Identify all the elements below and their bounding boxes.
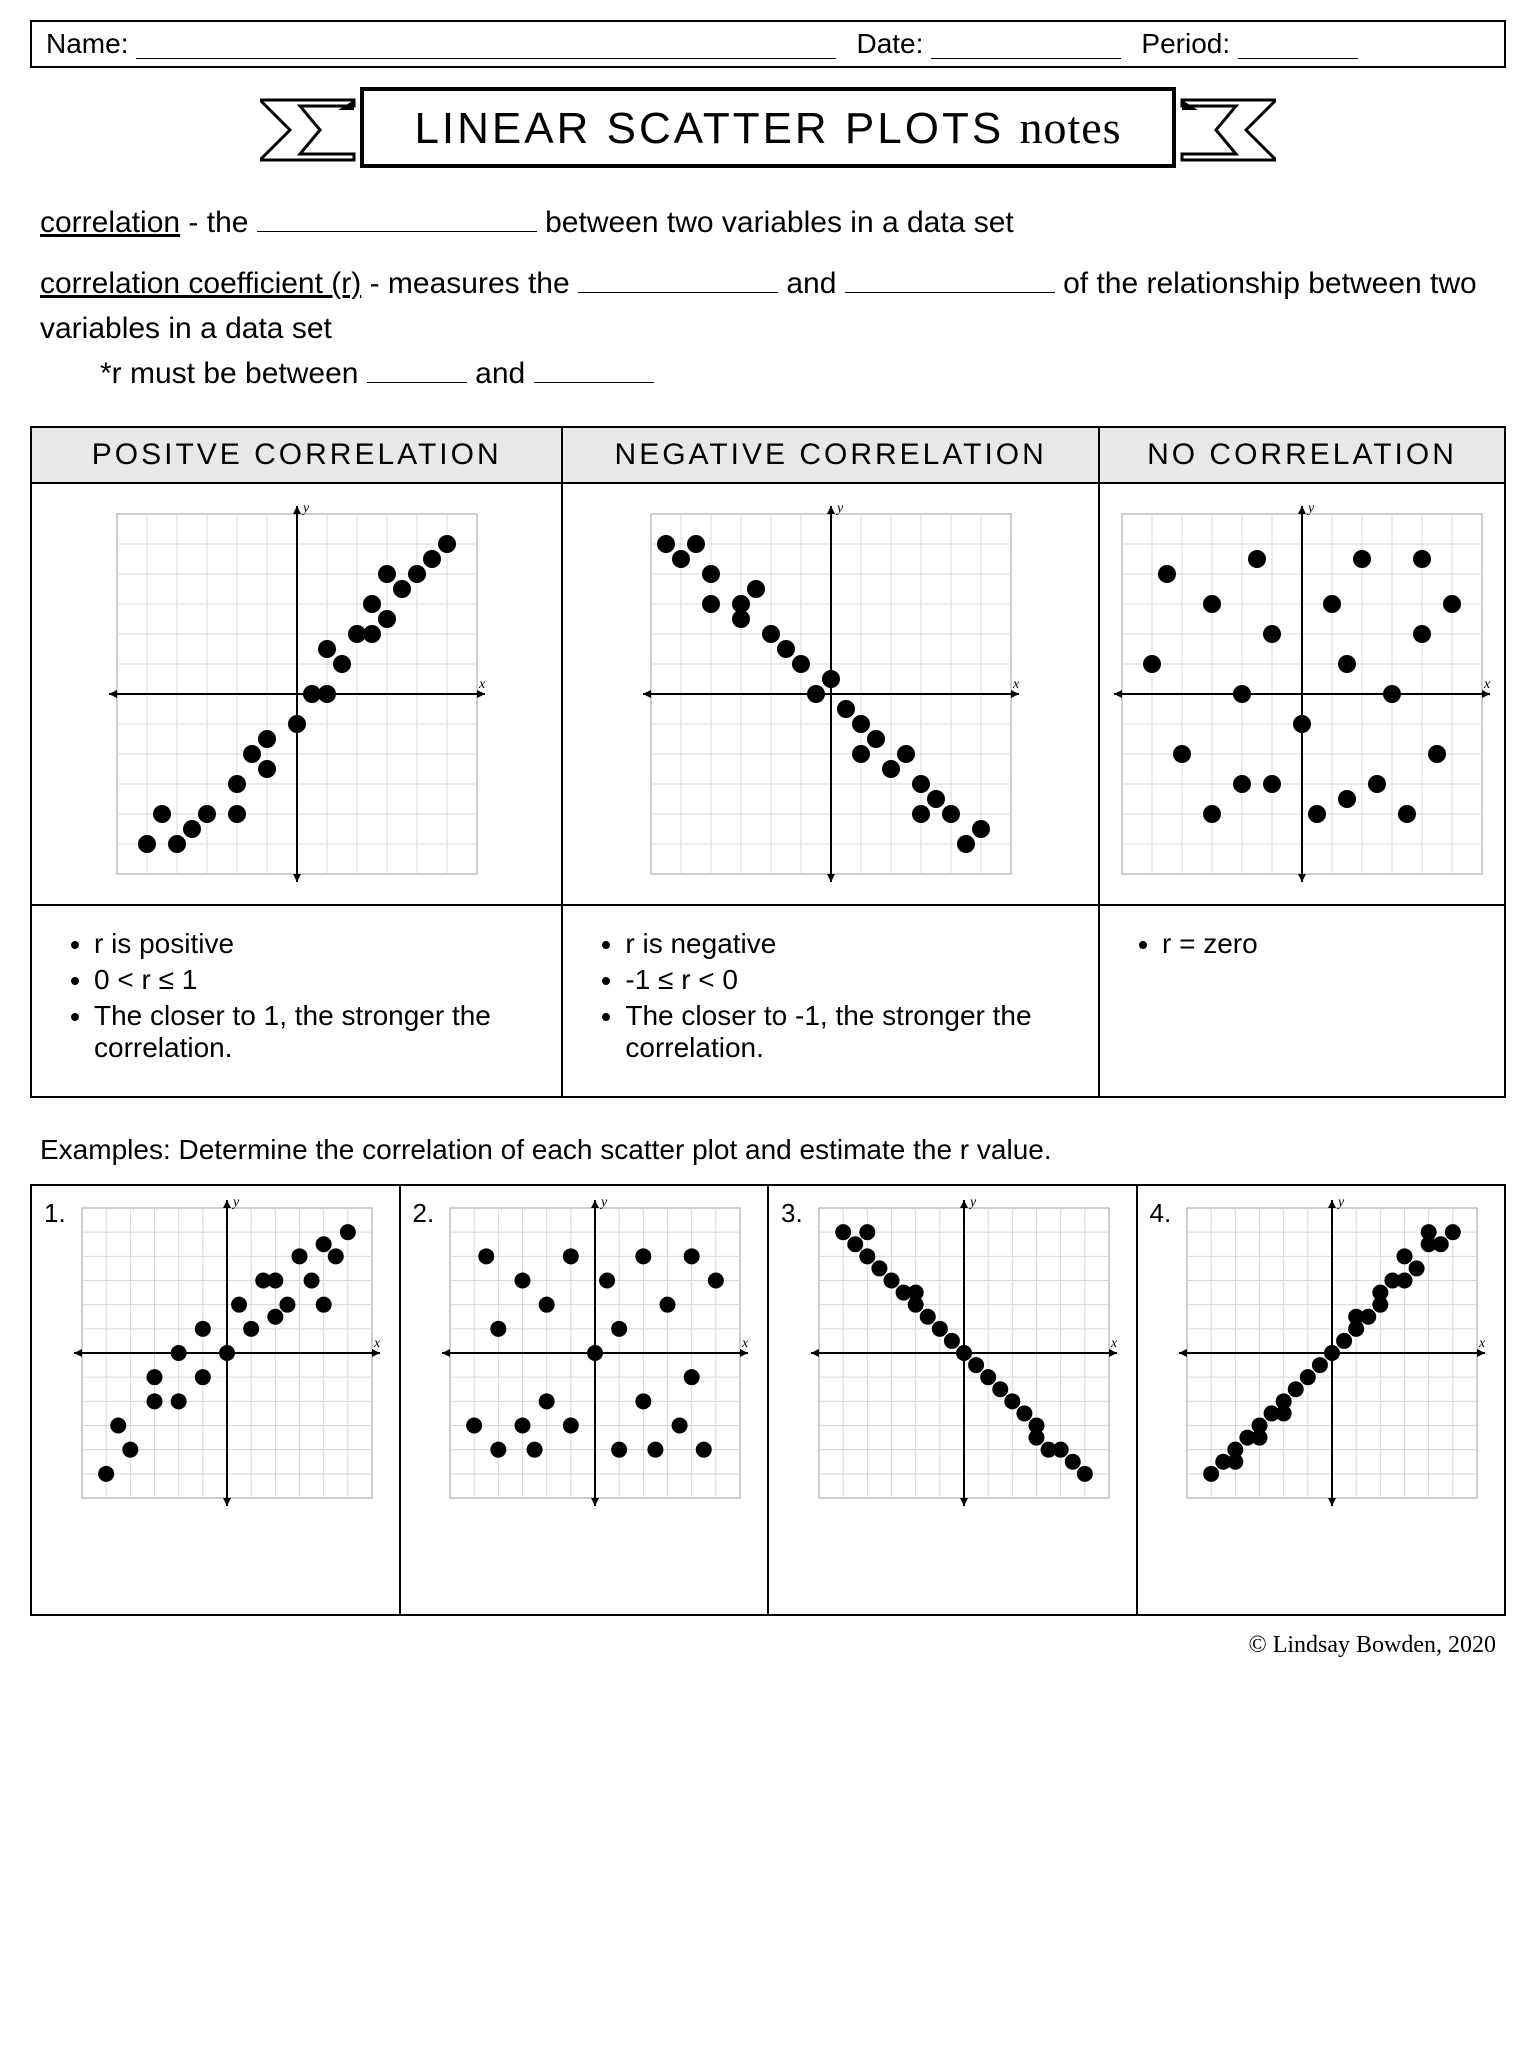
- svg-text:x: x: [373, 1336, 381, 1351]
- scatter-ex1: xy: [70, 1196, 384, 1510]
- scatter-ex4: xy: [1175, 1196, 1489, 1510]
- example-num-1: 1.: [44, 1198, 66, 1229]
- list-item: The closer to 1, the stronger the correl…: [94, 1000, 539, 1064]
- list-item: r is negative: [625, 928, 1076, 960]
- example-num-4: 4.: [1150, 1198, 1172, 1229]
- period-label: Period:: [1141, 28, 1230, 60]
- notes-positive: r is positive 0 < r ≤ 1 The closer to 1, t…: [31, 905, 562, 1097]
- example-3: 3. xy: [768, 1185, 1137, 1615]
- examples-intro: Examples: Determine the correlation of e…: [40, 1134, 1496, 1166]
- svg-text:y: y: [1306, 502, 1315, 516]
- svg-text:y: y: [835, 502, 844, 516]
- example-1: 1. xy: [31, 1185, 400, 1615]
- col-header-positive: POSITVE CORRELATION: [31, 427, 562, 483]
- col-header-none: NO CORRELATION: [1099, 427, 1505, 483]
- definition-coefficient: correlation coefficient (r) - measures t…: [40, 261, 1496, 351]
- svg-text:y: y: [968, 1196, 977, 1210]
- list-item: -1 ≤ r < 0: [625, 964, 1076, 996]
- list-item: 0 < r ≤ 1: [94, 964, 539, 996]
- period-blank[interactable]: [1238, 28, 1358, 59]
- list-item: r = zero: [1162, 928, 1482, 960]
- svg-text:y: y: [1336, 1196, 1345, 1210]
- blank-5[interactable]: [534, 353, 654, 383]
- blank-4[interactable]: [367, 353, 467, 383]
- ribbon-left-icon: [260, 92, 360, 162]
- svg-text:x: x: [1483, 677, 1491, 692]
- col-header-negative: NEGATIVE CORRELATION: [562, 427, 1099, 483]
- title-script: notes: [1019, 102, 1121, 153]
- title-main: LINEAR SCATTER PLOTS: [414, 104, 1004, 153]
- worksheet-header: Name: Date: Period:: [30, 20, 1506, 68]
- ribbon-right-icon: [1176, 92, 1276, 162]
- page-title: LINEAR SCATTER PLOTS notes: [360, 87, 1175, 168]
- term-coefficient: correlation coefficient (r): [40, 267, 361, 300]
- correlation-table: POSITVE CORRELATION NEGATIVE CORRELATION…: [30, 426, 1506, 1098]
- list-item: The closer to -1, the stronger the corre…: [625, 1000, 1076, 1064]
- svg-text:y: y: [301, 502, 310, 516]
- svg-text:x: x: [1012, 677, 1020, 692]
- copyright-footer: © Lindsay Bowden, 2020: [40, 1632, 1496, 1659]
- scatter-negative: xy: [573, 502, 1088, 886]
- scatter-ex3: xy: [807, 1196, 1121, 1510]
- blank-2[interactable]: [578, 263, 778, 293]
- definition-r-range: *r must be between and: [40, 351, 1496, 396]
- blank-1[interactable]: [257, 202, 537, 232]
- notes-none: r = zero: [1099, 905, 1505, 1097]
- example-2: 2. xy: [400, 1185, 769, 1615]
- blank-3[interactable]: [845, 263, 1055, 293]
- example-num-2: 2.: [413, 1198, 435, 1229]
- scatter-positive: xy: [42, 502, 551, 886]
- svg-text:x: x: [1110, 1336, 1118, 1351]
- list-item: r is positive: [94, 928, 539, 960]
- date-blank[interactable]: [931, 28, 1121, 59]
- svg-text:y: y: [599, 1196, 608, 1210]
- scatter-ex2: xy: [438, 1196, 752, 1510]
- term-correlation: correlation: [40, 206, 180, 239]
- example-num-3: 3.: [781, 1198, 803, 1229]
- definitions-section: correlation - the between two variables …: [40, 200, 1496, 396]
- definition-correlation: correlation - the between two variables …: [40, 200, 1496, 245]
- svg-text:x: x: [741, 1336, 749, 1351]
- name-blank[interactable]: [136, 28, 836, 59]
- svg-text:x: x: [1478, 1336, 1486, 1351]
- examples-table: 1. xy 2. xy 3. xy 4. xy: [30, 1184, 1506, 1616]
- svg-text:y: y: [231, 1196, 240, 1210]
- date-label: Date:: [856, 28, 923, 60]
- name-label: Name:: [46, 28, 128, 60]
- svg-text:x: x: [478, 677, 486, 692]
- notes-negative: r is negative -1 ≤ r < 0 The closer to -1,…: [562, 905, 1099, 1097]
- example-4: 4. xy: [1137, 1185, 1506, 1615]
- scatter-none: xy: [1110, 502, 1494, 886]
- title-banner: LINEAR SCATTER PLOTS notes: [30, 84, 1506, 170]
